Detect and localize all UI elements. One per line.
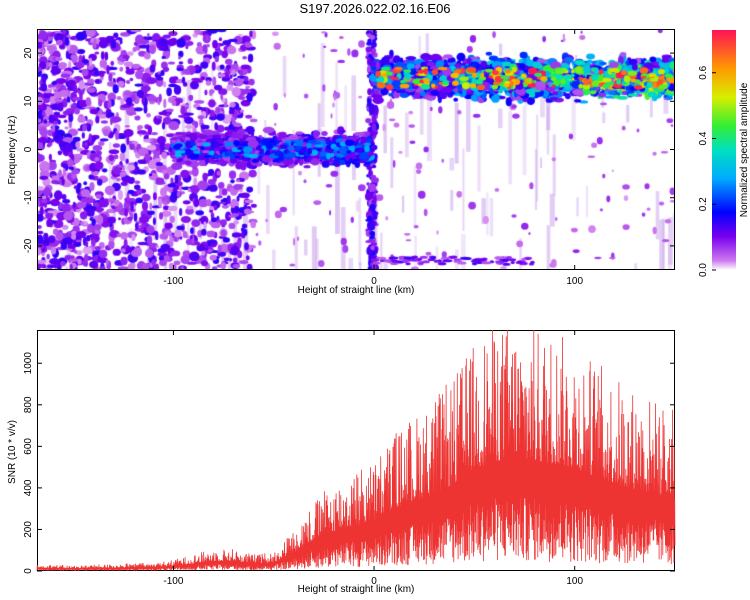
colorbar-ticks: 0.0 0.2 0.4 0.6 (698, 65, 716, 277)
snr-x-tick-label: 100 (566, 576, 583, 587)
colorbar: 0.0 0.2 0.4 0.6 Normalized spectral amplitu… (698, 30, 750, 277)
snr-x-axis-label: Height of straight line (km) (298, 584, 415, 595)
snr-y-tick-label: 600 (23, 438, 34, 455)
colorbar-tick-label: 0.4 (698, 131, 709, 145)
colorbar-tick-label: 0.6 (698, 65, 709, 79)
snr-x-tick-label: 0 (371, 576, 377, 587)
snr-y-tick-label: 400 (23, 479, 34, 496)
snr-line (36, 329, 676, 571)
snr-y-axis-label: SNR (10 * v/v) (7, 420, 18, 484)
spectrogram-x-tick-label: -100 (163, 276, 183, 287)
page-title: S197.2026.022.02.16.E06 (299, 1, 451, 16)
colorbar-label: Normalized spectral amplitude (739, 82, 750, 217)
spectrogram-plot-area (37, 29, 675, 270)
colorbar-tick-label: 0.0 (698, 263, 709, 277)
snr-y-tick-label: 800 (23, 396, 34, 413)
spectrogram-x-tick-label: 0 (371, 276, 377, 287)
colorbar-gradient (712, 30, 736, 270)
snr-series (36, 329, 676, 571)
spectrogram-x-tick-label: 100 (566, 276, 583, 287)
spectrogram-y-tick-label: 10 (23, 95, 34, 107)
spectrogram-y-tick-label: 0 (23, 146, 34, 152)
spectrogram-y-tick-label: -10 (23, 190, 34, 205)
spectrogram-axes: Frequency (Hz) Height of straight line (… (7, 29, 675, 296)
colorbar-tick-label: 0.2 (698, 197, 709, 211)
spectrogram-y-tick-label: -20 (23, 238, 34, 253)
snr-y-tick-label: 200 (23, 521, 34, 538)
spectrogram-canvas (38, 30, 674, 269)
snr-x-tick-label: -100 (163, 576, 183, 587)
snr-y-tick-label: 1000 (23, 352, 34, 375)
spectrogram-x-axis-label: Height of straight line (km) (298, 285, 415, 296)
snr-y-tick-label: 0 (23, 568, 34, 574)
spectrogram-y-tick-label: 20 (23, 47, 34, 59)
spectrogram-y-axis-label: Frequency (Hz) (7, 116, 18, 185)
